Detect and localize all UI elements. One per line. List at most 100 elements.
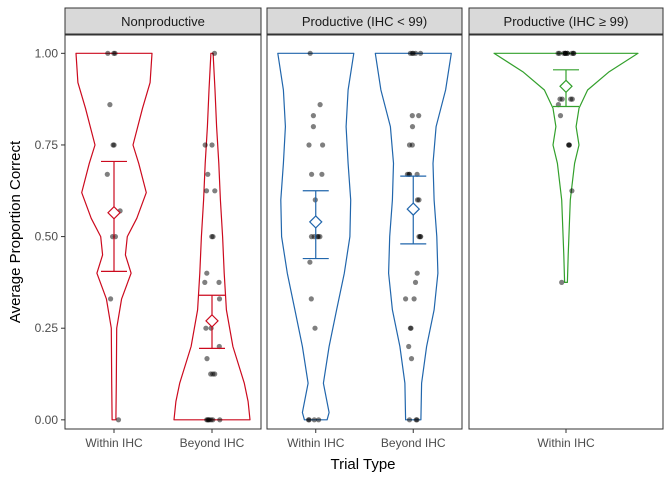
data-point xyxy=(111,142,117,148)
y-tick-label: 0.00 xyxy=(35,413,59,427)
data-point xyxy=(320,142,326,148)
data-point xyxy=(562,50,569,56)
violin-group: Within IHC xyxy=(277,50,355,450)
data-point xyxy=(217,417,223,423)
data-point xyxy=(569,50,575,56)
data-point xyxy=(209,142,215,148)
mean-marker xyxy=(406,202,421,216)
y-tick-label: 0.50 xyxy=(35,230,59,244)
violin-shape xyxy=(277,52,355,421)
data-point xyxy=(310,113,316,119)
panel-strip xyxy=(266,7,463,35)
data-point xyxy=(216,279,222,285)
data-point xyxy=(556,50,563,56)
violin-shape xyxy=(374,52,452,421)
y-tick-label: 0.75 xyxy=(35,138,59,152)
panel-0: Nonproductive Within IHC Beyond IHC xyxy=(64,7,262,450)
panel-2: Productive (IHC ≥ 99) Within IHC xyxy=(468,7,664,450)
data-point xyxy=(306,142,312,148)
data-point xyxy=(316,417,322,423)
data-point xyxy=(104,171,110,177)
violin-group: Beyond IHC xyxy=(173,50,251,450)
data-point xyxy=(107,102,113,108)
data-point xyxy=(305,417,312,423)
data-point xyxy=(211,50,218,56)
data-point xyxy=(416,197,422,203)
data-point xyxy=(212,371,218,377)
panel-border xyxy=(64,34,262,430)
panel-strip xyxy=(64,7,262,35)
data-point xyxy=(206,417,212,423)
mean-marker xyxy=(205,314,219,328)
data-point xyxy=(409,113,415,119)
data-point xyxy=(319,171,325,177)
data-point xyxy=(412,279,419,285)
data-point xyxy=(203,325,209,331)
y-tick-label: 1.00 xyxy=(35,46,59,60)
data-point xyxy=(205,171,211,177)
data-point xyxy=(317,102,323,108)
data-point xyxy=(108,296,114,302)
data-point xyxy=(112,50,118,56)
violin-group: Within IHC xyxy=(493,50,639,450)
data-point xyxy=(105,50,111,56)
panel-strip xyxy=(468,7,664,35)
y-tick-label: 0.25 xyxy=(35,321,59,335)
data-point xyxy=(406,343,412,350)
panel-strip-label: Nonproductive xyxy=(121,14,205,29)
x-tick-label: Within IHC xyxy=(85,436,143,450)
data-point xyxy=(311,417,317,423)
x-axis-title: Trial Type xyxy=(330,456,395,473)
x-tick-label: Beyond IHC xyxy=(180,436,245,450)
violin-group: Beyond IHC xyxy=(374,50,452,450)
violin-shape xyxy=(493,52,639,283)
data-point xyxy=(307,259,313,265)
data-point xyxy=(209,234,215,240)
data-point xyxy=(202,142,208,148)
data-point xyxy=(557,113,564,119)
data-point xyxy=(308,296,314,302)
data-point xyxy=(204,270,210,276)
x-tick-label: Within IHC xyxy=(287,436,345,450)
violin-shape xyxy=(173,52,251,421)
data-point xyxy=(406,417,413,423)
data-point xyxy=(309,171,315,177)
x-tick-label: Beyond IHC xyxy=(381,436,446,450)
data-point xyxy=(417,50,424,56)
y-axis: 0.00 0.25 0.50 0.75 1.00 xyxy=(35,46,65,427)
data-point xyxy=(569,188,575,194)
data-point xyxy=(307,50,313,56)
x-tick-label: Within IHC xyxy=(537,436,595,450)
violin-shape xyxy=(75,52,153,421)
data-point xyxy=(569,96,575,102)
data-point xyxy=(559,279,565,285)
violin-group: Within IHC xyxy=(75,50,153,450)
data-point xyxy=(409,124,416,130)
data-point xyxy=(566,142,572,148)
data-point xyxy=(204,356,210,362)
y-axis-title: Average Proportion Correct xyxy=(7,140,24,323)
panel-strip-label: Productive (IHC < 99) xyxy=(302,14,427,29)
data-point xyxy=(403,296,409,302)
data-point xyxy=(410,50,416,56)
data-point xyxy=(411,296,417,302)
data-point xyxy=(312,325,318,331)
panel-border xyxy=(266,34,463,430)
panel-1: Productive (IHC < 99) Within IHC Beyond IH… xyxy=(266,7,463,450)
data-point xyxy=(408,325,414,331)
data-point xyxy=(414,270,420,276)
mean-marker xyxy=(107,205,121,220)
data-point xyxy=(202,279,208,285)
data-point xyxy=(416,113,422,119)
data-point xyxy=(216,296,223,302)
panel-strip-label: Productive (IHC ≥ 99) xyxy=(504,14,629,29)
mean-marker xyxy=(308,215,323,229)
data-point xyxy=(115,417,122,423)
data-point xyxy=(416,234,422,240)
data-point xyxy=(212,188,218,194)
data-point xyxy=(408,356,415,362)
data-point xyxy=(203,188,210,194)
data-point xyxy=(559,96,565,102)
